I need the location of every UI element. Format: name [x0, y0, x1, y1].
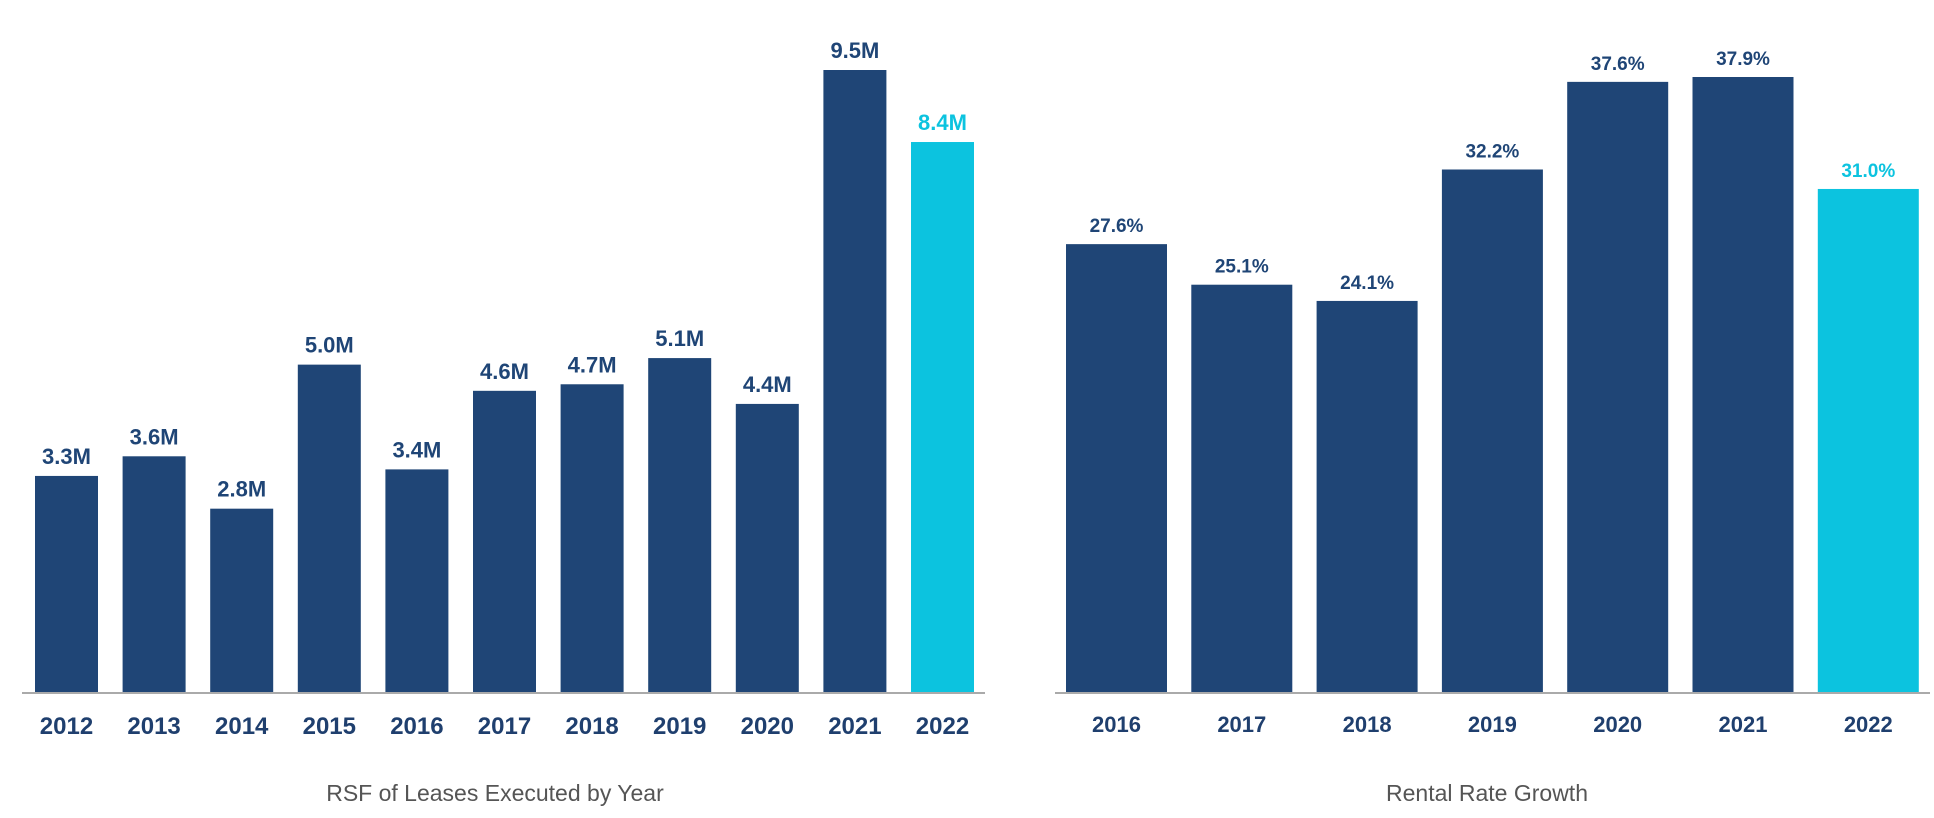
rsf-leases-chart-title: RSF of Leases Executed by Year [326, 780, 664, 806]
rsf-tick-label-2012: 2012 [40, 713, 93, 740]
rsf-value-label-2012: 3.3M [42, 444, 91, 469]
rental-value-label-2017: 25.1% [1215, 257, 1269, 278]
rsf-bar-2019 [648, 358, 712, 692]
rental-bar-2016 [1066, 244, 1167, 692]
rsf-value-label-2013: 3.6M [130, 424, 179, 449]
rsf-tick-label-2021: 2021 [828, 713, 881, 740]
rental-bar-2019 [1441, 169, 1543, 692]
rsf-value-label-2021: 9.5M [830, 38, 879, 63]
rental-value-label-2020: 37.6% [1591, 54, 1645, 75]
rsf-bar-2017 [473, 390, 536, 692]
rsf-tick-label-2017: 2017 [478, 713, 531, 740]
rsf-value-label-2017: 4.6M [480, 359, 529, 384]
rental-rate-growth-chart-title: Rental Rate Growth [1386, 780, 1588, 806]
rental-bar-2018 [1316, 300, 1418, 692]
rental-tick-label-2020: 2020 [1593, 712, 1642, 737]
rental-bar-2017 [1191, 284, 1293, 692]
rsf-value-label-2020: 4.4M [743, 372, 792, 397]
rsf-bar-2015 [297, 364, 361, 692]
rental-rate-growth-plot: 27.6% 2016 25.1% 2017 24.1% 2018 32.2% 2019 37.6… [1055, 49, 1930, 737]
rental-tick-label-2017: 2017 [1217, 712, 1266, 737]
rsf-tick-label-2022: 2022 [916, 713, 969, 740]
rental-tick-label-2022: 2022 [1844, 712, 1893, 737]
rental-bar-2022 [1817, 188, 1919, 692]
rsf-tick-label-2018: 2018 [565, 713, 618, 740]
rsf-leases-plot: 3.3M 2012 3.6M 2013 2.8M 2014 5.0M 2015 3.4M 2016… [22, 38, 985, 740]
rental-value-label-2016: 27.6% [1090, 216, 1144, 237]
rsf-bar-2022 [911, 142, 974, 692]
rental-value-label-2019: 32.2% [1465, 141, 1519, 162]
rsf-tick-label-2019: 2019 [653, 713, 706, 740]
rsf-value-label-2022: 8.4M [918, 110, 967, 135]
rsf-tick-label-2015: 2015 [303, 713, 356, 740]
rsf-value-label-2014: 2.8M [217, 477, 266, 502]
rsf-bar-2012 [35, 475, 98, 692]
rental-bar-2021 [1692, 77, 1794, 692]
rental-bar-2020 [1567, 81, 1669, 693]
rsf-value-label-2019: 5.1M [655, 326, 704, 351]
rsf-bar-2021 [823, 70, 887, 692]
rsf-value-label-2016: 3.4M [392, 437, 441, 462]
rsf-tick-label-2014: 2014 [215, 713, 269, 740]
rsf-tick-label-2013: 2013 [127, 713, 180, 740]
rental-tick-label-2018: 2018 [1343, 712, 1392, 737]
rental-value-label-2018: 24.1% [1340, 273, 1394, 294]
rsf-bar-2014 [210, 508, 274, 692]
rental-rate-growth-chart: 27.6% 2016 25.1% 2017 24.1% 2018 32.2% 2019 37.6… [1040, 0, 1934, 818]
rsf-bar-2018 [560, 384, 624, 692]
rsf-value-label-2015: 5.0M [305, 333, 354, 358]
rsf-tick-label-2020: 2020 [741, 713, 794, 740]
rsf-bar-2020 [735, 403, 799, 692]
rsf-tick-label-2016: 2016 [390, 713, 443, 740]
rsf-bar-2013 [122, 456, 186, 692]
rental-tick-label-2019: 2019 [1468, 712, 1517, 737]
rsf-leases-chart: 3.3M 2012 3.6M 2013 2.8M 2014 5.0M 2015 3.4M 2016… [22, 38, 985, 806]
rental-value-label-2022: 31.0% [1841, 161, 1895, 182]
rsf-bar-2016 [385, 469, 449, 692]
rental-value-label-2021: 37.9% [1716, 49, 1770, 70]
rsf-value-label-2018: 4.7M [568, 352, 617, 377]
rental-tick-label-2016: 2016 [1092, 712, 1141, 737]
rental-tick-label-2021: 2021 [1719, 712, 1768, 737]
